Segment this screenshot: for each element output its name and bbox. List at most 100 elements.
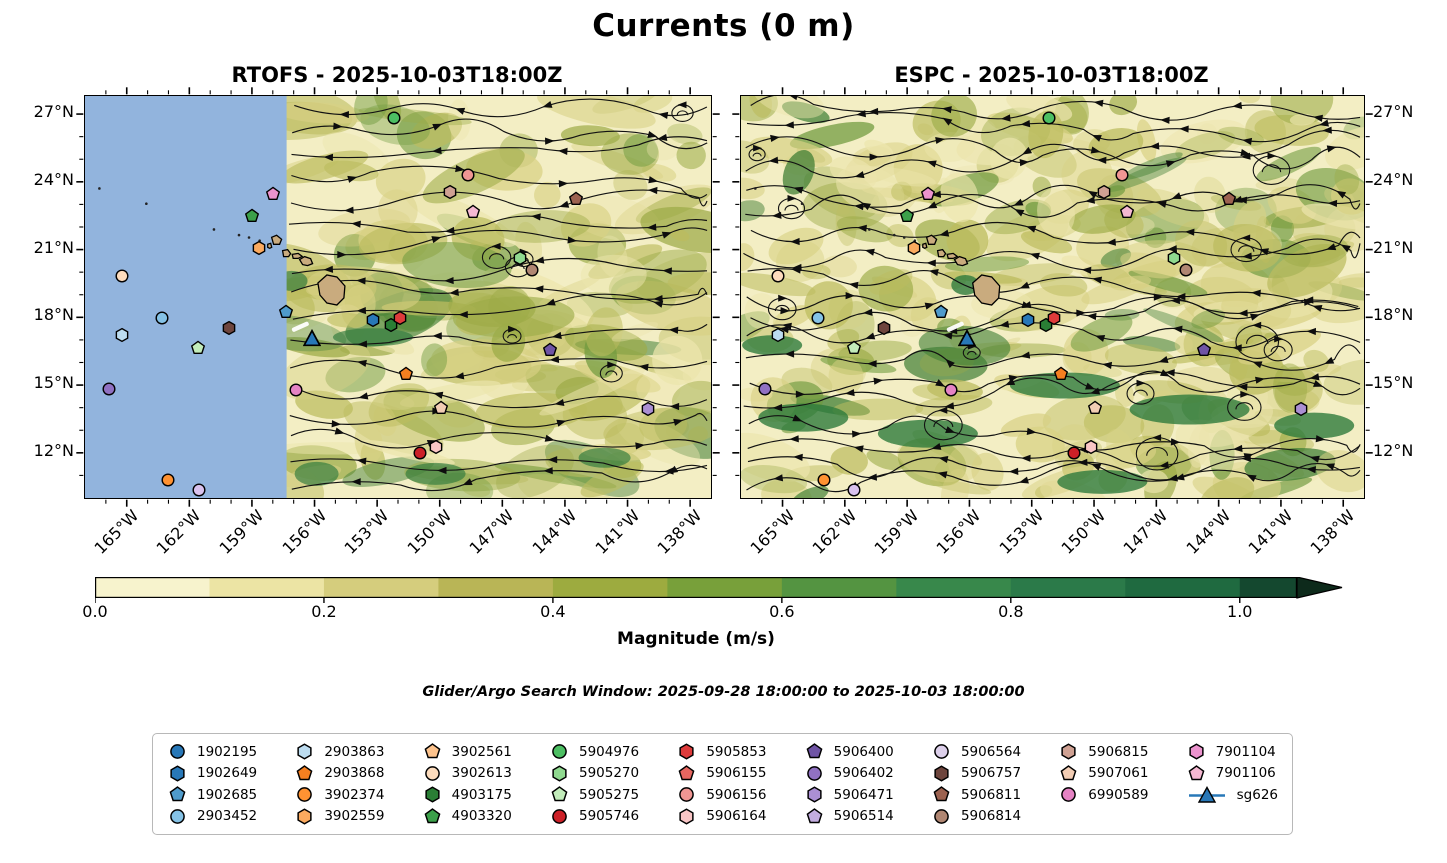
circle-marker-icon — [297, 787, 313, 803]
colorbar-tick-label: 0.0 — [82, 602, 108, 621]
marker-7901106 — [466, 204, 481, 220]
legend-item-3902613: 3902613 — [424, 764, 512, 784]
lat-tick-label-right: 15°N — [1373, 373, 1414, 393]
legend-item-6990589: 6990589 — [1060, 785, 1148, 805]
marker-5907061 — [434, 400, 449, 415]
marker-3902374 — [816, 472, 831, 487]
legend-item-label: 5905746 — [578, 808, 640, 825]
lat-tick-label-left: 24°N — [33, 169, 74, 189]
pentagon-marker-icon — [551, 786, 568, 802]
pentagon-marker-icon — [933, 786, 950, 802]
marker-5906156 — [1115, 168, 1130, 183]
lon-tick-label: 156°W — [932, 506, 985, 558]
marker-5905275 — [191, 340, 206, 356]
marker-4903320 — [245, 208, 260, 224]
lat-tick-label-left: 21°N — [33, 237, 74, 257]
marker-6990589 — [943, 382, 958, 397]
marker-5907061 — [1088, 400, 1103, 415]
lon-tick-label: 153°W — [340, 506, 393, 558]
search-window-text: Glider/Argo Search Window: 2025-09-28 18… — [422, 684, 1025, 700]
marker-6990589 — [288, 382, 303, 397]
legend-item-label: 5905270 — [578, 765, 640, 782]
marker-3902613 — [770, 269, 785, 284]
legend-column: 5906815 5907061 6990589 — [1060, 742, 1148, 826]
legend-item-sg626: sg626 — [1188, 785, 1278, 805]
lon-tick-label: 147°W — [1119, 506, 1172, 558]
marker-5905746 — [412, 445, 427, 460]
legend-item-label: 5906402 — [833, 765, 894, 782]
marker-3902374 — [161, 472, 176, 487]
lon-tick-label: 138°W — [653, 506, 706, 558]
marker-5906400 — [1196, 342, 1211, 358]
legend-item-1902195: 1902195 — [169, 742, 257, 762]
legend-column: 7901104 7901106 sg626 — [1188, 742, 1278, 826]
marker-5906402 — [101, 382, 116, 397]
legend-item-5906814: 5906814 — [933, 807, 1021, 827]
lat-tick-label-right: 27°N — [1373, 102, 1414, 122]
colorbar-tick-label: 1.0 — [1227, 602, 1253, 621]
marker-5906564 — [191, 482, 206, 497]
legend-item-5906155: 5906155 — [678, 764, 766, 784]
pentagon-marker-icon — [806, 743, 823, 759]
hawaiian-islands — [754, 187, 1001, 332]
hexagon-marker-icon — [1189, 743, 1204, 760]
marker-5905853 — [1047, 310, 1062, 326]
legend-column: 5906400 5906402 5906471 5906514 — [806, 742, 894, 826]
map-panel-rtofs — [76, 87, 720, 507]
pentagon-marker-icon — [296, 764, 313, 781]
colorbar-extend-arrow — [1296, 576, 1343, 599]
marker-1902685 — [278, 304, 294, 319]
lon-tick-label: 156°W — [278, 506, 330, 558]
legend-box: 1902195 1902649 1902685 2903452 2903863 29038… — [152, 733, 1293, 835]
legend-item-5906164: 5906164 — [678, 807, 766, 827]
pentagon-marker-icon — [806, 807, 823, 824]
legend-item-5907061: 5907061 — [1060, 764, 1148, 784]
legend-item-5905746: 5905746 — [551, 807, 639, 827]
axis-ticks — [76, 87, 720, 507]
legend-column: 1902195 1902649 1902685 2903452 — [169, 742, 257, 826]
circle-marker-icon — [552, 808, 567, 824]
legend-item-5904976: 5904976 — [551, 742, 639, 762]
legend-item-label: 3902559 — [324, 808, 385, 825]
legend-item-label: 5906814 — [960, 808, 1022, 825]
axis-ticks — [732, 87, 1373, 507]
legend-column: 3902561 3902613 4903175 4903320 — [424, 742, 512, 826]
colorbar-tick-label: 0.2 — [311, 602, 337, 621]
marker-3902613 — [114, 269, 129, 284]
legend-item-label: 5906514 — [833, 808, 894, 825]
lon-tick-label: 165°W — [90, 506, 143, 558]
lat-tick-label-left: 27°N — [33, 102, 74, 122]
pentagon-marker-icon — [1060, 764, 1077, 781]
lon-tick-label: 159°W — [215, 506, 268, 558]
legend-item-5905270: 5905270 — [551, 764, 639, 784]
marker-1902649 — [365, 312, 380, 328]
colorbar-gradient — [94, 576, 1343, 603]
figure-title: Currents (0 m) — [592, 8, 855, 44]
marker-5906400 — [543, 342, 558, 358]
legend-item-label: 1902649 — [197, 765, 258, 782]
marker-5906814 — [1178, 263, 1193, 278]
marker-7901104 — [920, 186, 935, 202]
legend-item-3902559: 3902559 — [296, 807, 384, 827]
circle-marker-icon — [806, 765, 822, 781]
legend-item-5906471: 5906471 — [806, 785, 894, 805]
lat-tick-label-right: 24°N — [1373, 169, 1414, 189]
legend-item-label: 3902561 — [451, 743, 512, 760]
platform-markers — [741, 96, 1364, 498]
colorbar-tick-label: 0.6 — [769, 602, 795, 621]
legend-item-label: 5906471 — [833, 786, 894, 803]
legend-item-5906815: 5906815 — [1060, 742, 1148, 762]
legend-item-5905275: 5905275 — [551, 785, 639, 805]
lon-tick-label: 159°W — [870, 506, 923, 558]
legend-item-label: 5906155 — [706, 765, 767, 782]
legend-column: 5906564 5906757 5906811 5906814 — [933, 742, 1021, 826]
legend-item-label: 5905275 — [578, 786, 640, 803]
legend-column: 5904976 5905270 5905275 5905746 — [551, 742, 639, 826]
legend-item-label: 1902195 — [197, 743, 258, 760]
pentagon-marker-icon — [169, 786, 186, 802]
lat-tick-label-right: 21°N — [1373, 237, 1414, 257]
marker-1902649 — [1020, 312, 1035, 328]
lon-tick-label: 138°W — [1306, 506, 1359, 558]
marker-7901104 — [265, 186, 280, 202]
